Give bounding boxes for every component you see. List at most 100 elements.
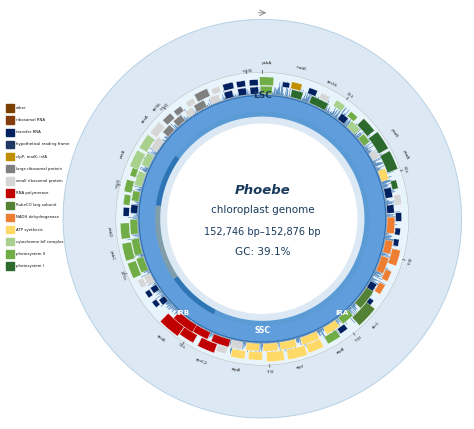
Polygon shape bbox=[151, 137, 164, 152]
Polygon shape bbox=[130, 220, 138, 235]
Text: psaB: psaB bbox=[389, 127, 398, 138]
Circle shape bbox=[168, 124, 357, 313]
Polygon shape bbox=[374, 282, 385, 294]
Text: 120k: 120k bbox=[112, 178, 118, 190]
Bar bbox=[6, 177, 14, 184]
Bar bbox=[6, 189, 14, 197]
Polygon shape bbox=[395, 228, 401, 235]
Text: photosystem II: photosystem II bbox=[16, 252, 45, 256]
Text: LSC: LSC bbox=[253, 91, 272, 100]
Polygon shape bbox=[383, 240, 393, 254]
Polygon shape bbox=[286, 345, 308, 360]
Polygon shape bbox=[211, 86, 221, 95]
Polygon shape bbox=[214, 112, 370, 326]
Polygon shape bbox=[291, 82, 302, 91]
Polygon shape bbox=[211, 334, 230, 347]
Polygon shape bbox=[150, 284, 159, 293]
Bar bbox=[6, 141, 14, 148]
Polygon shape bbox=[224, 91, 234, 99]
Text: matK: matK bbox=[295, 65, 307, 72]
Polygon shape bbox=[139, 134, 155, 152]
Text: 90k: 90k bbox=[177, 342, 186, 350]
Polygon shape bbox=[139, 96, 385, 342]
Bar bbox=[6, 226, 14, 233]
Polygon shape bbox=[142, 153, 154, 168]
Bar bbox=[6, 214, 14, 221]
Polygon shape bbox=[309, 96, 328, 110]
Bar bbox=[6, 250, 14, 257]
Text: psbD: psbD bbox=[107, 227, 112, 238]
Polygon shape bbox=[346, 121, 360, 134]
Text: rbcL: rbcL bbox=[371, 320, 380, 329]
Polygon shape bbox=[369, 150, 379, 160]
Polygon shape bbox=[357, 118, 374, 136]
Text: IRB: IRB bbox=[176, 310, 190, 316]
Bar bbox=[6, 153, 14, 160]
Text: chloroplast genome: chloroplast genome bbox=[210, 205, 314, 215]
Polygon shape bbox=[130, 167, 138, 178]
Polygon shape bbox=[391, 180, 398, 190]
Polygon shape bbox=[386, 217, 395, 234]
Text: psbA: psbA bbox=[262, 61, 273, 66]
Polygon shape bbox=[236, 81, 246, 88]
Polygon shape bbox=[134, 171, 146, 187]
Polygon shape bbox=[366, 281, 377, 292]
Polygon shape bbox=[365, 298, 374, 306]
Text: petB: petB bbox=[119, 148, 127, 159]
Text: rps16: rps16 bbox=[325, 79, 337, 88]
Text: Phoebe: Phoebe bbox=[235, 184, 290, 196]
Polygon shape bbox=[393, 239, 399, 246]
Polygon shape bbox=[280, 339, 297, 350]
Text: 135k: 135k bbox=[157, 100, 168, 111]
Polygon shape bbox=[152, 299, 160, 308]
Polygon shape bbox=[291, 90, 303, 100]
Polygon shape bbox=[175, 112, 262, 159]
Polygon shape bbox=[237, 88, 246, 96]
Polygon shape bbox=[120, 223, 130, 239]
Polygon shape bbox=[173, 115, 185, 127]
Text: ATP synthesis: ATP synthesis bbox=[16, 227, 42, 232]
Polygon shape bbox=[261, 86, 272, 94]
Polygon shape bbox=[323, 320, 339, 335]
Text: RNA polymerase: RNA polymerase bbox=[16, 191, 48, 195]
Polygon shape bbox=[193, 325, 210, 339]
Bar bbox=[6, 129, 14, 136]
Text: 105k: 105k bbox=[118, 269, 126, 281]
Polygon shape bbox=[393, 194, 401, 205]
Polygon shape bbox=[157, 113, 368, 324]
Text: NADH dehydrogenase: NADH dehydrogenase bbox=[16, 215, 58, 219]
Polygon shape bbox=[230, 349, 246, 359]
Polygon shape bbox=[216, 344, 228, 354]
Text: rpl36: rpl36 bbox=[152, 102, 163, 112]
Polygon shape bbox=[163, 113, 175, 125]
Polygon shape bbox=[358, 134, 370, 146]
Bar bbox=[6, 238, 14, 245]
Polygon shape bbox=[173, 106, 184, 116]
Text: hypothetical reading frame: hypothetical reading frame bbox=[16, 142, 69, 146]
Polygon shape bbox=[249, 79, 258, 86]
Polygon shape bbox=[337, 324, 347, 334]
Polygon shape bbox=[250, 87, 258, 94]
Polygon shape bbox=[131, 205, 138, 213]
Polygon shape bbox=[124, 179, 134, 193]
Polygon shape bbox=[380, 151, 398, 173]
Text: SSC: SSC bbox=[255, 326, 270, 335]
Polygon shape bbox=[388, 249, 401, 266]
Text: psaA: psaA bbox=[401, 149, 410, 160]
Polygon shape bbox=[383, 187, 393, 198]
Text: GC: 39.1%: GC: 39.1% bbox=[235, 248, 290, 257]
Bar bbox=[6, 202, 14, 209]
Polygon shape bbox=[308, 88, 318, 97]
Polygon shape bbox=[382, 269, 392, 281]
Polygon shape bbox=[136, 257, 148, 273]
Polygon shape bbox=[194, 88, 210, 102]
Polygon shape bbox=[155, 205, 178, 279]
Polygon shape bbox=[122, 242, 135, 261]
Text: rpoA: rpoA bbox=[140, 114, 150, 124]
Bar bbox=[6, 104, 14, 112]
Text: psbC: psbC bbox=[108, 250, 115, 261]
Polygon shape bbox=[395, 213, 401, 221]
Polygon shape bbox=[185, 98, 196, 108]
Polygon shape bbox=[123, 194, 131, 205]
Polygon shape bbox=[131, 238, 142, 256]
